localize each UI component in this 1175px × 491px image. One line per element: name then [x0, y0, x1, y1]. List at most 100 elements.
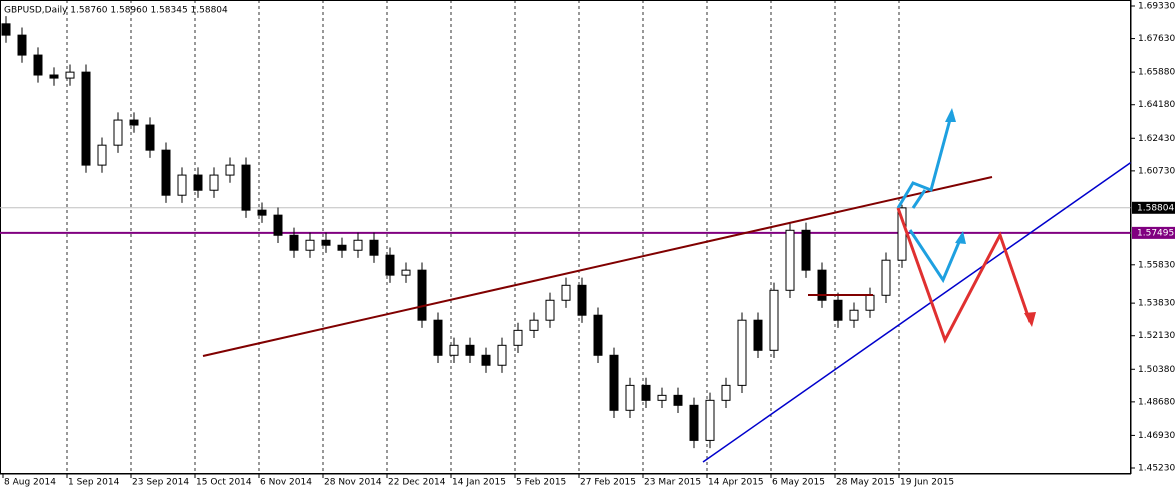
projection-down [896, 207, 1032, 344]
candle-body [689, 404, 699, 441]
time-axis [0, 474, 1175, 491]
candle-body [225, 164, 235, 176]
last-price-label: 1.58804 [1137, 203, 1174, 213]
candle-body [209, 174, 219, 191]
candle-body [609, 354, 619, 411]
candle-body [353, 239, 363, 251]
arrow-head [945, 108, 956, 122]
y-tick-label: 1.60730 [1138, 166, 1175, 176]
candle-body [337, 244, 347, 251]
candle-body [305, 239, 315, 251]
x-tick-label: 22 Dec 2014 [388, 478, 446, 488]
y-tick-label: 1.64180 [1138, 100, 1175, 110]
candle-body [865, 294, 875, 311]
candle-body [497, 344, 507, 366]
arrow-head [955, 231, 966, 244]
candle-body [641, 384, 651, 401]
arrow-head [1024, 312, 1036, 327]
candle-body [273, 214, 283, 236]
plot-frame [0, 0, 1131, 474]
candle-body [449, 344, 459, 356]
candle-body [241, 164, 251, 211]
projection-up [911, 189, 927, 209]
candle-body [849, 309, 859, 321]
candle-body [737, 319, 747, 386]
projection-up [908, 229, 964, 284]
y-tick-label: 1.67630 [1138, 34, 1175, 44]
candle-body [161, 149, 171, 196]
candle-body [801, 229, 811, 271]
candle-body [433, 319, 443, 356]
candle-body [49, 74, 59, 79]
x-tick-label: 14 Jan 2015 [452, 478, 506, 488]
candle-body [833, 299, 843, 321]
candle-body [129, 119, 139, 126]
candle-body [657, 394, 667, 401]
candle-body [705, 399, 715, 441]
trendline [202, 176, 993, 357]
candle-body [465, 344, 475, 356]
candle-body [65, 71, 75, 79]
y-tick-label: 1.65880 [1138, 68, 1175, 78]
x-tick-label: 15 Oct 2014 [196, 478, 252, 488]
candle-body [881, 259, 891, 296]
candle-body [33, 54, 43, 76]
trendline [702, 160, 1134, 463]
y-tick-label: 1.48680 [1138, 397, 1175, 407]
x-tick-label: 19 Jun 2015 [900, 478, 954, 488]
x-tick-label: 5 Feb 2015 [516, 478, 566, 488]
candle-body [289, 234, 299, 251]
y-tick-label: 1.55830 [1138, 260, 1175, 270]
projection-up [896, 111, 954, 209]
candle-body [593, 314, 603, 356]
candle-body [145, 124, 155, 151]
candle-body [753, 319, 763, 351]
x-tick-label: 23 Sep 2014 [132, 478, 189, 488]
candle-body [577, 284, 587, 316]
candle-body [545, 299, 555, 321]
candle-body [417, 269, 427, 321]
candle-body [769, 289, 779, 351]
candle-body [369, 239, 379, 256]
candle-body [673, 394, 683, 406]
candle-body [529, 319, 539, 331]
x-tick-label: 1 Sep 2014 [68, 478, 120, 488]
candle-body [257, 209, 267, 216]
candle-body [817, 269, 827, 301]
candle-body [321, 239, 331, 246]
candle-body [625, 384, 635, 411]
y-tick-label: 1.46930 [1138, 431, 1175, 441]
x-tick-label: 28 May 2015 [836, 478, 895, 488]
candle-body [113, 119, 123, 146]
candle-body [97, 144, 107, 166]
candle-body [721, 384, 731, 401]
candle-body [385, 254, 395, 276]
y-tick-label: 1.50380 [1138, 365, 1175, 375]
level-label: 1.57495 [1137, 228, 1174, 238]
x-tick-label: 8 Aug 2014 [4, 478, 56, 488]
candle-body [177, 174, 187, 196]
y-tick-label: 1.52130 [1138, 331, 1175, 341]
x-tick-label: 6 May 2015 [772, 478, 825, 488]
last-price-box [1132, 201, 1175, 214]
y-tick-label: 1.69330 [1138, 2, 1175, 12]
price-axis [1131, 0, 1175, 491]
candle-body [513, 329, 523, 346]
x-tick-label: 6 Nov 2014 [260, 478, 312, 488]
candle-body [193, 174, 203, 191]
x-tick-label: 23 Mar 2015 [644, 478, 701, 488]
candle-body [1, 23, 11, 36]
level-box [1132, 226, 1175, 239]
x-tick-label: 14 Apr 2015 [708, 478, 764, 488]
x-tick-label: 28 Nov 2014 [324, 478, 382, 488]
y-tick-label: 1.45230 [1138, 463, 1175, 473]
candle-body [81, 71, 91, 166]
y-tick-label: 1.62430 [1138, 134, 1175, 144]
chart-title: GBPUSD,Daily 1.58760 1.58960 1.58345 1.5… [4, 6, 228, 16]
candle-body [561, 284, 571, 301]
candle-body [17, 34, 27, 56]
y-tick-label: 1.53830 [1138, 299, 1175, 309]
candle-body [785, 229, 795, 291]
candle-body [481, 354, 491, 366]
